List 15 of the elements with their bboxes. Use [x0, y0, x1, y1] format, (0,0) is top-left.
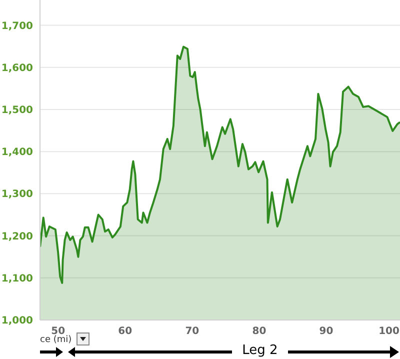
text: Leg 2: [242, 343, 278, 358]
y-tick-label: 1,500: [1, 104, 34, 116]
x-tick-label: 90: [319, 326, 334, 338]
y-tick-label: 1,200: [1, 231, 34, 242]
y-tick-label: 1,600: [1, 62, 34, 74]
y-tick-label: 1,000: [1, 316, 34, 326]
y-tick-label: 1,300: [1, 189, 34, 200]
text: ce (mi): [40, 335, 72, 345]
x-tick-label: 70: [185, 326, 200, 338]
y-tick-label: 1,700: [1, 20, 34, 32]
x-tick-label: 60: [118, 326, 132, 338]
y-tick-label: 1,100: [1, 273, 34, 284]
x-tick-label: 100: [378, 326, 400, 338]
x-tick-label: 80: [252, 326, 266, 338]
y-tick-label: 1,400: [1, 147, 34, 158]
